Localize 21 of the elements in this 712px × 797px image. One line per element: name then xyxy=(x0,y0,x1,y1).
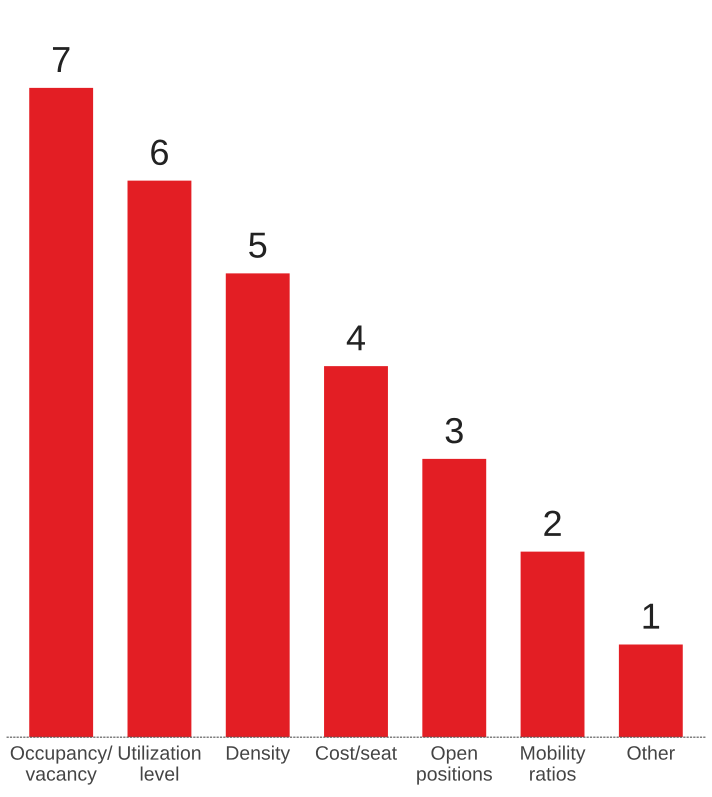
data-label: 7 xyxy=(52,47,70,72)
bar xyxy=(618,644,683,738)
x-tick-label: Other xyxy=(627,746,675,760)
data-label: 4 xyxy=(346,325,365,350)
bar xyxy=(422,458,486,738)
x-tick-label: Open positions xyxy=(417,746,492,785)
data-label: 3 xyxy=(446,418,463,444)
data-label: 5 xyxy=(249,232,266,258)
bar xyxy=(226,273,290,738)
bar xyxy=(520,552,584,738)
x-tick-label: Mobility ratios xyxy=(521,746,586,781)
bar xyxy=(128,180,192,738)
bar xyxy=(29,88,94,738)
data-label: 1 xyxy=(644,604,660,629)
x-tick-label: Occupancy/ vacancy xyxy=(10,746,113,785)
x-tick-label: Cost/seat xyxy=(316,746,397,760)
x-tick-label: Utilization level xyxy=(118,746,200,781)
data-label: 6 xyxy=(151,140,168,166)
data-label: 2 xyxy=(544,510,561,536)
x-tick-label: Density xyxy=(226,746,290,764)
bar xyxy=(324,366,388,738)
